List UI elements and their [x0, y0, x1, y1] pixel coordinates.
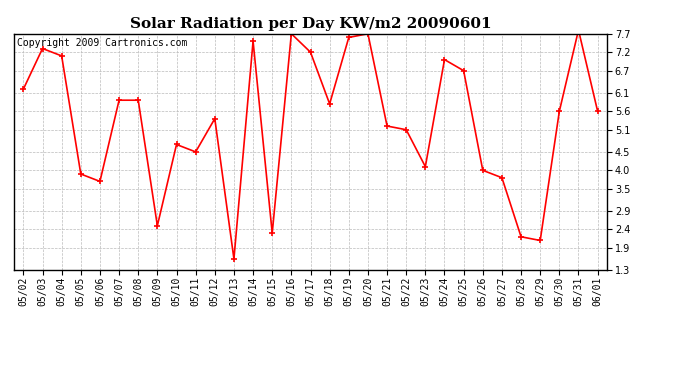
Text: Copyright 2009 Cartronics.com: Copyright 2009 Cartronics.com	[17, 39, 187, 48]
Title: Solar Radiation per Day KW/m2 20090601: Solar Radiation per Day KW/m2 20090601	[130, 17, 491, 31]
